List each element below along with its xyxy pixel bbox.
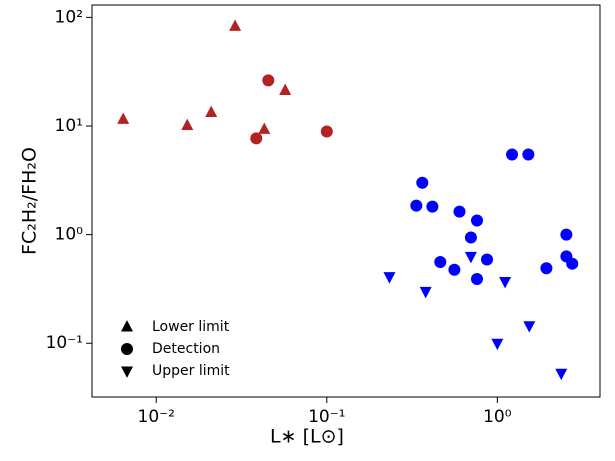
y-axis-label: FC₂H₂/FH₂O	[19, 147, 41, 255]
y-tick-label: 10⁻¹	[46, 333, 83, 353]
y-tick-label: 10¹	[55, 116, 83, 136]
legend-label: Upper limit	[152, 363, 230, 379]
data-point	[448, 263, 461, 276]
legend-label: Detection	[152, 341, 220, 357]
x-axis-label: L∗ [L⊙]	[270, 426, 344, 448]
data-point	[258, 122, 271, 134]
y-tick-label: 10²	[55, 7, 83, 27]
data-point	[555, 368, 568, 381]
data-point	[383, 272, 396, 284]
data-point	[523, 321, 536, 333]
data-point	[481, 253, 494, 266]
data-point	[491, 338, 504, 351]
data-point	[419, 286, 432, 299]
x-tick-label: 10⁻¹	[308, 407, 345, 427]
data-point	[205, 105, 218, 118]
data-point	[453, 205, 466, 218]
data-point	[416, 176, 429, 189]
data-point	[320, 125, 333, 138]
data-point	[471, 214, 484, 227]
x-tick-label: 10⁻²	[138, 407, 175, 427]
data-point	[471, 273, 484, 286]
data-point	[117, 112, 130, 124]
legend-marker	[121, 366, 133, 378]
data-point	[229, 19, 242, 31]
data-point	[410, 199, 423, 212]
data-point	[522, 148, 535, 161]
data-point	[464, 231, 477, 244]
data-point	[560, 228, 573, 241]
data-point	[279, 83, 292, 96]
legend-label: Lower limit	[152, 319, 230, 335]
data-point	[499, 277, 512, 289]
data-point	[262, 74, 275, 87]
data-point	[250, 132, 263, 145]
data-point	[566, 257, 579, 270]
data-point	[540, 262, 553, 275]
legend-marker	[121, 343, 133, 355]
data-point	[181, 118, 194, 131]
x-tick-label: 10⁰	[483, 407, 512, 427]
data-point	[464, 251, 477, 264]
plot-frame	[91, 4, 601, 398]
data-point	[426, 200, 439, 213]
legend-marker	[121, 320, 133, 332]
y-tick-label: 10⁰	[55, 225, 84, 245]
data-point	[506, 148, 519, 161]
data-point	[434, 255, 447, 268]
